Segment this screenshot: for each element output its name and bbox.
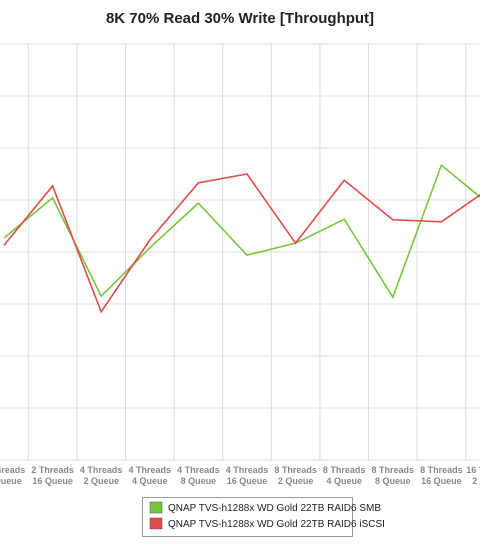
legend-label: QNAP TVS-h1288x WD Gold 22TB RAID6 SMB [168, 503, 381, 514]
x-tick-label: 16 Queue [421, 476, 462, 486]
x-tick-label: 8 Queue [375, 476, 411, 486]
x-tick-label: 8 Threads [420, 465, 463, 475]
x-tick-label: 16 Threads [466, 465, 480, 475]
x-tick-label: 4 Threads [129, 465, 172, 475]
x-tick-label: 4 Threads [80, 465, 123, 475]
chart-title: 8K 70% Read 30% Write [Throughput] [106, 10, 374, 27]
legend-swatch [149, 501, 163, 514]
x-tick-label: 2 Threads [31, 465, 74, 475]
x-tick-label: 8 Threads [323, 465, 366, 475]
legend-swatch [149, 517, 163, 530]
x-tick-label: 4 Threads [226, 465, 269, 475]
x-tick-label: 8 Queue [0, 476, 22, 486]
x-tick-label: 8 Queue [181, 476, 217, 486]
x-tick-label: 2 Queue [472, 476, 480, 486]
x-tick-label: 16 Queue [32, 476, 73, 486]
x-tick-label: 8 Threads [274, 465, 317, 475]
series-line [3, 173, 480, 314]
x-tick-label: 8 Threads [372, 465, 415, 475]
x-tick-label: 4 Threads [177, 465, 220, 475]
legend-label: QNAP TVS-h1288x WD Gold 22TB RAID6 iSCSI [168, 519, 385, 530]
x-tick-label: 4 Queue [132, 476, 168, 486]
legend-box [142, 497, 353, 537]
x-tick-label: 16 Queue [227, 476, 268, 486]
x-tick-label: 2 Queue [278, 476, 314, 486]
x-tick-label: 4 Queue [326, 476, 362, 486]
x-tick-label: 2 Queue [83, 476, 119, 486]
series-line [3, 163, 480, 300]
x-tick-label: 2 Threads [0, 465, 25, 475]
